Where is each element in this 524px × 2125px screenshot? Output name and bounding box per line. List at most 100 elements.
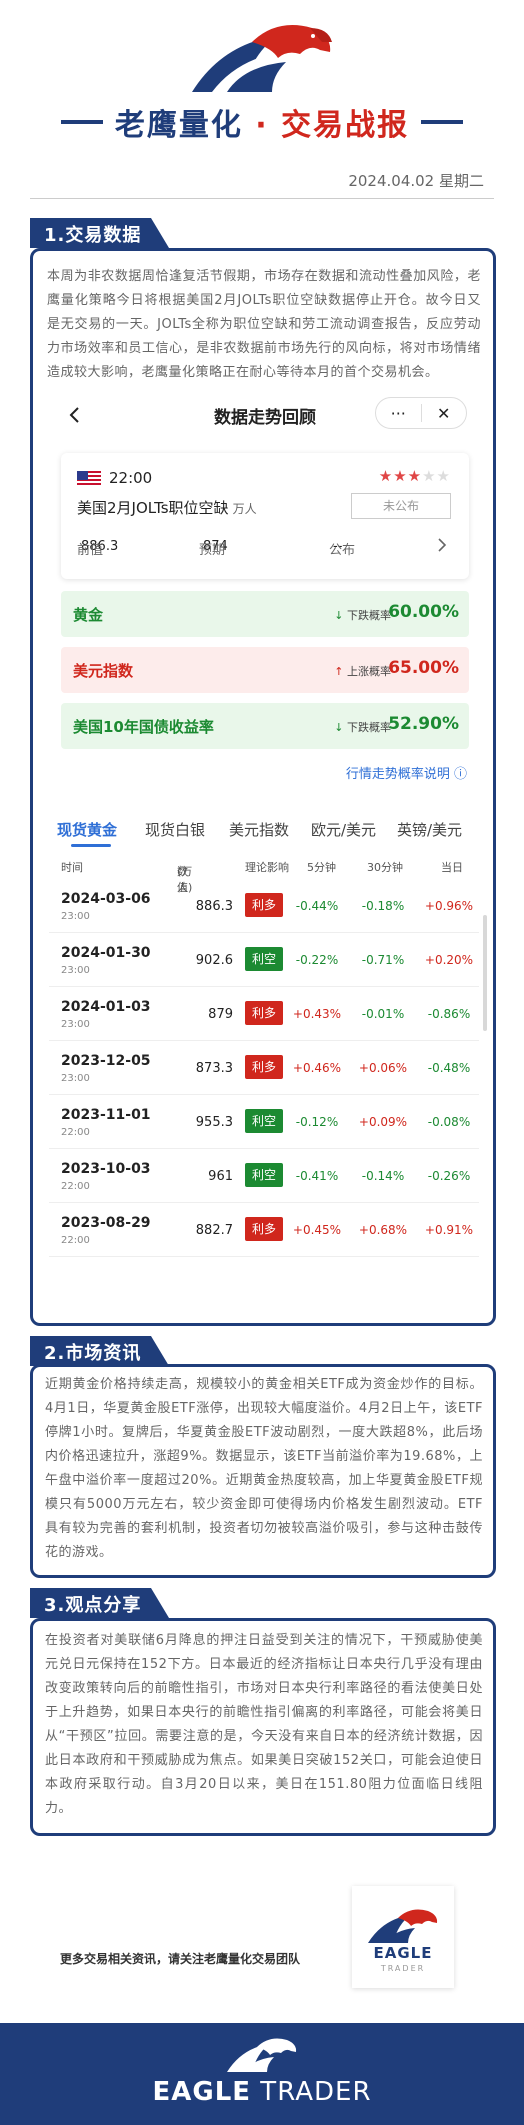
prob-value: 65.00% xyxy=(388,658,459,678)
row-value: 955.3 xyxy=(195,1115,233,1130)
row-date: 2023-08-29 xyxy=(61,1215,151,1231)
section-market-news: 近期黄金价格持续走高，规模较小的黄金相关ETF成为资金炒作的目标。4月1日，华夏… xyxy=(30,1364,496,1578)
unpublished-button[interactable]: 未公布 xyxy=(351,493,451,519)
row-date: 2023-12-05 xyxy=(61,1053,151,1069)
forecast-number: 874 xyxy=(203,539,228,554)
app-top-bar: 数据走势回顾 ··· ✕ xyxy=(53,391,477,439)
tab-dollar-index[interactable]: 美元指数 xyxy=(229,821,290,839)
arrow-up-icon: ↑ xyxy=(334,665,344,678)
th-impact: 理论影响 xyxy=(245,861,289,874)
footer-brand: EAGLE TRADER xyxy=(0,2077,524,2107)
prob-direction: ↓ 下跌概率 xyxy=(334,607,391,623)
row-30min: -0.18% xyxy=(361,899,405,913)
importance-stars: ★★★★★ xyxy=(379,467,451,485)
us-flag-icon xyxy=(77,471,101,487)
impact-badge: 利多 xyxy=(245,1055,283,1079)
prob-direction: ↑ 上涨概率 xyxy=(334,663,391,679)
table-row[interactable]: 2024-03-06 23:00 886.3 利多 -0.44% -0.18% +0.96% xyxy=(49,879,479,933)
more-icon[interactable]: ··· xyxy=(390,403,406,423)
title-main: 老鹰量化 xyxy=(114,108,243,143)
prob-value: 60.00% xyxy=(388,602,459,622)
prob-direction-label: 下跌概率 xyxy=(347,721,391,734)
table-row[interactable]: 2024-01-03 23:00 879 利多 +0.43% -0.01% -0.86% xyxy=(49,987,479,1041)
probability-dxy: 美元指数 ↑ 上涨概率 65.00% xyxy=(61,647,469,693)
impact-badge: 利多 xyxy=(245,1001,283,1025)
row-time: 23:00 xyxy=(61,1019,90,1030)
impact-badge: 利空 xyxy=(245,1163,283,1187)
section-opinion: 在投资者对美联储6月降息的押注日益受到关注的情况下，干预威胁使美元兑日元保持在1… xyxy=(30,1618,496,1836)
row-day: +0.96% xyxy=(424,899,474,913)
opinion-paragraph: 在投资者对美联储6月降息的押注日益受到关注的情况下，干预威胁使美元兑日元保持在1… xyxy=(45,1633,483,1816)
row-time: 22:00 xyxy=(61,1181,90,1192)
table-row[interactable]: 2023-12-05 23:00 873.3 利多 +0.46% +0.06% -0.48% xyxy=(49,1041,479,1095)
row-30min: -0.14% xyxy=(361,1169,405,1183)
row-5min: +0.43% xyxy=(292,1007,342,1021)
chevron-right-icon[interactable] xyxy=(435,537,449,553)
table-row[interactable]: 2024-01-30 23:00 902.6 利空 -0.22% -0.71% +0.20% xyxy=(49,933,479,987)
probability-us10y: 美国10年国债收益率 ↓ 下跌概率 52.90% xyxy=(61,703,469,749)
report-date: 2024.04.02 星期二 xyxy=(348,172,484,190)
table-row[interactable]: 2023-11-01 22:00 955.3 利空 -0.12% +0.09% -0.08% xyxy=(49,1095,479,1149)
header: 老鹰量化 · 交易战报 2024.04.02 星期二 xyxy=(0,0,524,199)
impact-badge: 利多 xyxy=(245,1217,283,1241)
row-30min: +0.68% xyxy=(358,1223,408,1237)
row-time: 23:00 xyxy=(61,965,90,976)
brand-card: EAGLE TRADER xyxy=(352,1886,454,1988)
close-icon[interactable]: ✕ xyxy=(437,403,451,423)
row-30min: +0.09% xyxy=(358,1115,408,1129)
title-sub: 交易战报 xyxy=(281,108,410,143)
footer-note: 更多交易相关资讯，请关注老鹰量化交易团队 xyxy=(60,1952,301,1966)
prob-direction-label: 上涨概率 xyxy=(347,665,391,678)
prev-value: 前值 886.3 xyxy=(77,539,118,558)
event-card[interactable]: 22:00 ★★★★★ 美国2月JOLTs职位空缺 万人 未公布 前值 886.3 … xyxy=(61,453,469,579)
brand-card-name: EAGLE xyxy=(373,1944,433,1962)
back-arrow-icon[interactable] xyxy=(65,405,85,425)
row-5min: -0.41% xyxy=(295,1169,339,1183)
row-day: -0.86% xyxy=(427,1007,471,1021)
arrow-down-icon: ↓ xyxy=(334,721,344,734)
row-30min: +0.06% xyxy=(358,1061,408,1075)
tab-eur-usd[interactable]: 欧元/美元 xyxy=(311,821,377,839)
row-time: 23:00 xyxy=(61,1073,90,1084)
forecast-value: 预期 874 xyxy=(199,539,228,558)
row-time: 22:00 xyxy=(61,1235,90,1246)
forecast-label: 预期 xyxy=(199,543,226,558)
brand-card-sub: TRADER xyxy=(380,1964,426,1973)
tab-gbp-usd[interactable]: 英镑/美元 xyxy=(397,821,463,839)
arrow-down-icon: ↓ xyxy=(334,609,344,622)
section-label-opinion: 3.观点分享 xyxy=(30,1588,170,1618)
row-time: 22:00 xyxy=(61,1127,90,1138)
row-date: 2023-10-03 xyxy=(61,1161,151,1177)
row-value: 882.7 xyxy=(195,1223,233,1238)
th-30min: 30分钟 xyxy=(367,861,403,874)
actual-value: 公布 -- xyxy=(329,539,355,558)
event-title: 美国2月JOLTs职位空缺 xyxy=(77,499,229,517)
row-5min: +0.46% xyxy=(292,1061,342,1075)
footer-band: EAGLE TRADER xyxy=(0,2023,524,2125)
tab-spot-gold[interactable]: 现货黄金 xyxy=(57,821,118,839)
table-row[interactable]: 2023-10-03 22:00 961 利空 -0.41% -0.14% -0.26% xyxy=(49,1149,479,1203)
market-news-paragraph: 近期黄金价格持续走高，规模较小的黄金相关ETF成为资金炒作的目标。4月1日，华夏… xyxy=(45,1377,483,1560)
th-value-unit: (万人) xyxy=(177,865,193,894)
probability-explain-link[interactable]: 行情走势概率说明 ⓘ xyxy=(345,767,467,782)
footer-brand-bold: EAGLE xyxy=(152,2077,252,2107)
table-header: 时间 数值 (万人) 理论影响 5分钟 30分钟 当日 xyxy=(49,855,479,894)
probability-gold: 黄金 ↓ 下跌概率 60.00% xyxy=(61,591,469,637)
event-unit: 万人 xyxy=(232,502,257,516)
prob-value: 52.90% xyxy=(388,714,459,734)
row-5min: -0.12% xyxy=(295,1115,339,1129)
prob-asset: 美元指数 xyxy=(73,662,134,680)
table-row[interactable]: 2023-08-29 22:00 882.7 利多 +0.45% +0.68% +0.91% xyxy=(49,1203,479,1257)
tab-spot-silver[interactable]: 现货白银 xyxy=(145,821,206,839)
divider xyxy=(30,198,494,199)
row-5min: -0.22% xyxy=(295,953,339,967)
row-day: -0.48% xyxy=(427,1061,471,1075)
row-value: 961 xyxy=(208,1169,233,1184)
actual-number: -- xyxy=(333,539,343,554)
table-scrollbar[interactable] xyxy=(483,915,487,1031)
impact-badge: 利空 xyxy=(245,1109,283,1133)
row-date: 2023-11-01 xyxy=(61,1107,151,1123)
row-day: +0.20% xyxy=(424,953,474,967)
actual-label: 公布 xyxy=(329,543,356,558)
row-date: 2024-01-03 xyxy=(61,999,151,1015)
